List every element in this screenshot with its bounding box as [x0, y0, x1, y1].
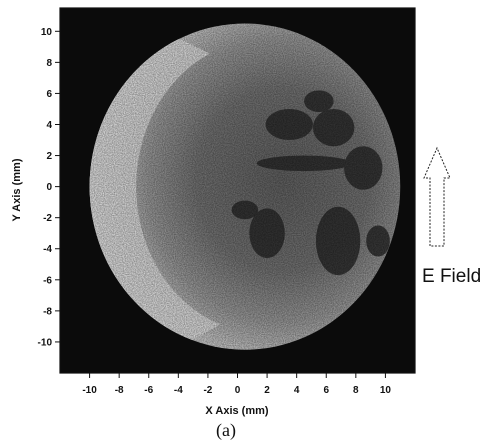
y-axis-label: Y Axis (mm)	[11, 158, 23, 221]
y-tick-label: -10	[38, 337, 53, 348]
x-axis-label: X Axis (mm)	[205, 405, 269, 417]
y-tick-label: 8	[46, 58, 52, 69]
y-tick-label: 10	[41, 27, 53, 38]
x-tick-label: 2	[264, 385, 270, 396]
x-tick-label: 8	[353, 385, 359, 396]
x-tick-label: -2	[203, 385, 212, 396]
x-axis-ticks: -10 -8 -6 -4 -2 0 2 4 6 8 10	[82, 373, 391, 396]
y-tick-label: -6	[43, 275, 52, 286]
y-tick-label: 0	[46, 182, 52, 193]
x-tick-label: 6	[323, 385, 329, 396]
x-tick-label: 10	[380, 385, 392, 396]
y-tick-label: 6	[46, 89, 52, 100]
y-tick-label: -4	[43, 244, 52, 255]
panel-label: (a)	[216, 420, 236, 441]
y-tick-label: -2	[43, 213, 52, 224]
x-tick-label: -10	[82, 385, 97, 396]
x-tick-label: -4	[174, 385, 183, 396]
y-tick-label: 2	[46, 151, 52, 162]
spot-texture	[89, 23, 401, 350]
x-tick-label: 0	[235, 385, 241, 396]
y-axis-ticks: 10 8 6 4 2 0 -2 -4 -6 -8 -10	[38, 27, 60, 348]
x-tick-label: 4	[294, 385, 300, 396]
e-field-label: E Field	[422, 266, 481, 287]
x-tick-label: -6	[144, 385, 153, 396]
e-field-arrow-icon	[423, 146, 451, 247]
y-tick-label: -8	[43, 306, 52, 317]
y-tick-label: 4	[46, 120, 52, 131]
x-tick-label: -8	[115, 385, 124, 396]
